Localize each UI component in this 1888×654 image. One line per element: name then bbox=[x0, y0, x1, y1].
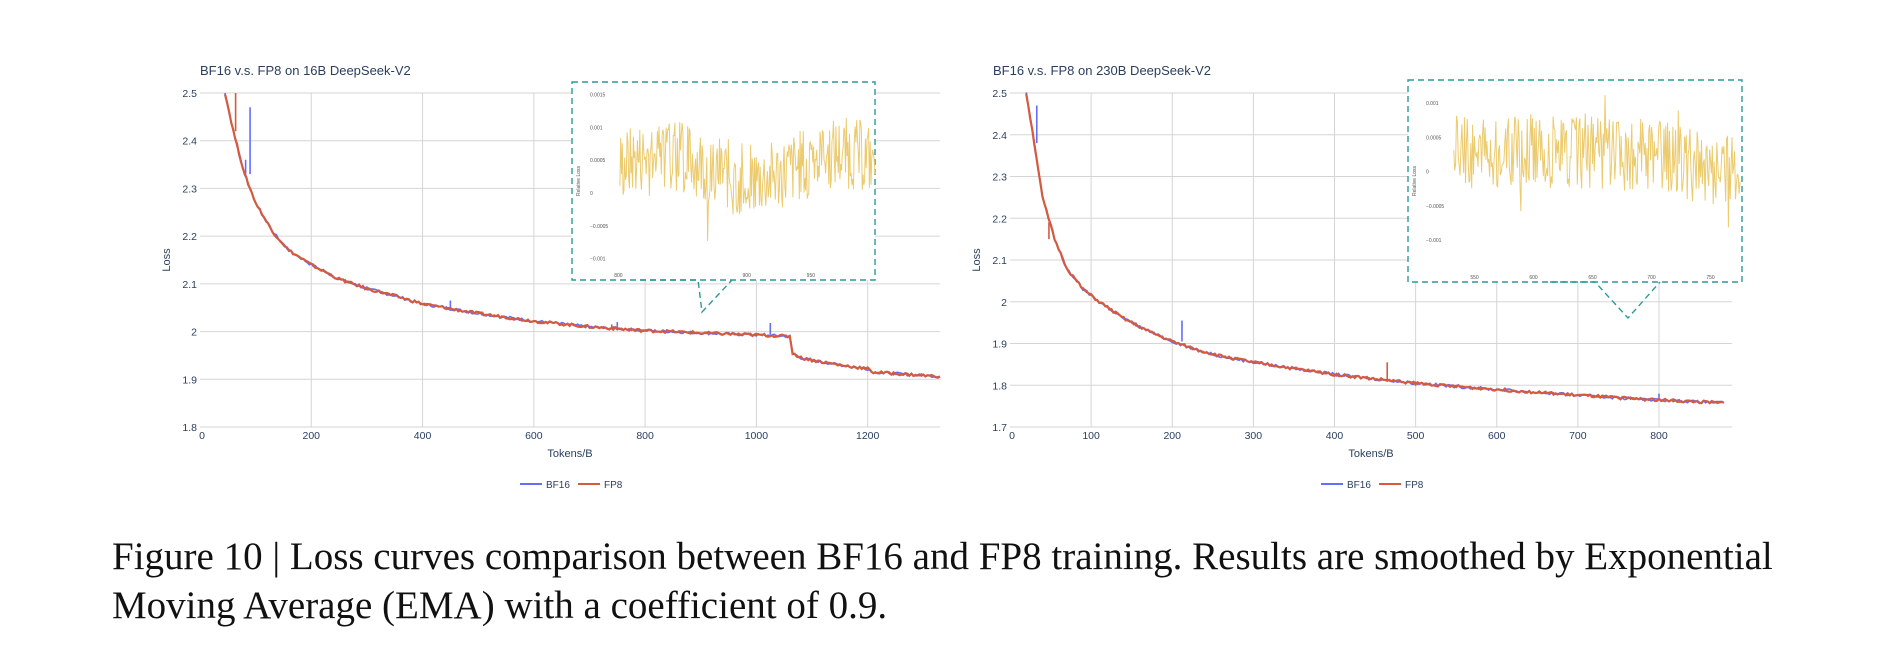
y-tick-label: 2.5 bbox=[182, 88, 197, 100]
figure-canvas: BF16 v.s. FP8 on 16B DeepSeek-V2 1.8 1.9 2 2… bbox=[161, 63, 1743, 491]
y-tick-label: 2.2 bbox=[992, 213, 1007, 225]
y-tick-label: 2.4 bbox=[992, 130, 1007, 142]
legend-label-bf16: BF16 bbox=[1347, 480, 1371, 491]
y-axis-label: Loss bbox=[161, 248, 173, 272]
legend-label-fp8: FP8 bbox=[604, 480, 623, 491]
inset-y-tick-label: 0.001 bbox=[1426, 101, 1439, 107]
inset-relative-loss-line bbox=[1453, 95, 1741, 228]
y-tick-label: 1.8 bbox=[992, 380, 1007, 392]
inset-x-tick-label: 550 bbox=[1470, 275, 1479, 281]
y-tick-label: 1.9 bbox=[992, 339, 1007, 351]
y-tick-label: 2 bbox=[1001, 297, 1007, 309]
y-tick-label: 2.3 bbox=[992, 172, 1007, 184]
y-tick-label: 1.7 bbox=[992, 422, 1007, 434]
series-line-fp8 bbox=[1025, 93, 1725, 405]
x-tick-label: 800 bbox=[1650, 430, 1668, 442]
legend-label-fp8: FP8 bbox=[1405, 480, 1424, 491]
y-tick-label: 1.8 bbox=[182, 422, 197, 434]
y-tick-label: 2.2 bbox=[182, 231, 197, 243]
x-tick-label: 1200 bbox=[856, 430, 880, 442]
figure-caption: Figure 10 | Loss curves comparison betwe… bbox=[112, 535, 1773, 627]
inset-y-tick-label: 0.001 bbox=[590, 125, 603, 131]
x-tick-label: 1000 bbox=[745, 430, 769, 442]
y-tick-label: 2.1 bbox=[182, 279, 197, 291]
inset-x-tick-label: 900 bbox=[743, 273, 752, 279]
inset-plot: 0.001 0.0005 0 −0.0005 −0.001 550 600 650 700 750… bbox=[1407, 79, 1743, 283]
inset-x-tick-label: 600 bbox=[1529, 275, 1538, 281]
inset-y-tick-label: 0 bbox=[1426, 170, 1429, 176]
inset-relative-loss-line bbox=[619, 117, 876, 242]
chart-1: BF16 v.s. FP8 on 16B DeepSeek-V2 1.8 1.9 2 2… bbox=[161, 63, 941, 491]
y-tick-label: 2 bbox=[191, 327, 197, 339]
chart-2: BF16 v.s. FP8 on 230B DeepSeek-V2 1.7 1.8 1… bbox=[971, 63, 1743, 491]
x-tick-label: 600 bbox=[525, 430, 543, 442]
inset-y-tick-label: 0.0015 bbox=[590, 93, 606, 99]
inset-y-tick-label: 0.0005 bbox=[590, 158, 606, 164]
x-axis-label: Tokens/B bbox=[1348, 448, 1393, 460]
inset-y-tick-label: −0.0005 bbox=[1426, 204, 1444, 210]
inset-y-tick-label: 0.0005 bbox=[1426, 135, 1442, 141]
chart-title: BF16 v.s. FP8 on 16B DeepSeek-V2 bbox=[200, 63, 411, 78]
inset-y-tick-label: −0.001 bbox=[590, 257, 606, 263]
y-tick-label: 2.1 bbox=[992, 255, 1007, 267]
inset-x-tick-label: 800 bbox=[614, 273, 623, 279]
y-tick-label: 2.4 bbox=[182, 136, 197, 148]
x-tick-label: 400 bbox=[1326, 430, 1344, 442]
x-tick-label: 200 bbox=[303, 430, 321, 442]
chart-title: BF16 v.s. FP8 on 230B DeepSeek-V2 bbox=[993, 63, 1211, 78]
y-axis-label: Loss bbox=[971, 248, 983, 272]
x-tick-label: 100 bbox=[1082, 430, 1100, 442]
x-tick-label: 300 bbox=[1245, 430, 1263, 442]
inset-plot: 0.0015 0.001 0.0005 0 −0.0005 −0.001 800 900 950… bbox=[571, 81, 876, 281]
zoom-connector bbox=[1550, 281, 1661, 320]
y-tick-label: 2.3 bbox=[182, 183, 197, 195]
inset-y-tick-label: 0 bbox=[590, 191, 593, 197]
y-tick-label: 2.5 bbox=[992, 88, 1007, 100]
inset-border bbox=[1407, 79, 1743, 283]
x-tick-label: 500 bbox=[1407, 430, 1425, 442]
inset-border bbox=[571, 81, 876, 281]
x-tick-label: 0 bbox=[199, 430, 205, 442]
inset-y-axis-label: Relative Loss bbox=[1412, 165, 1418, 196]
legend-label-bf16: BF16 bbox=[546, 480, 570, 491]
x-tick-label: 700 bbox=[1569, 430, 1587, 442]
inset-x-tick-label: 750 bbox=[1706, 275, 1715, 281]
zoom-connector bbox=[640, 279, 733, 314]
inset-x-tick-label: 650 bbox=[1588, 275, 1597, 281]
x-tick-label: 600 bbox=[1488, 430, 1506, 442]
inset-x-tick-label: 700 bbox=[1647, 275, 1656, 281]
inset-y-tick-label: −0.0005 bbox=[590, 224, 608, 230]
x-axis-label: Tokens/B bbox=[547, 448, 592, 460]
inset-y-tick-label: −0.001 bbox=[1426, 238, 1442, 244]
x-tick-label: 400 bbox=[414, 430, 432, 442]
series-line-fp8 bbox=[223, 94, 941, 379]
x-tick-label: 200 bbox=[1163, 430, 1181, 442]
y-tick-label: 1.9 bbox=[182, 374, 197, 386]
inset-x-tick-label: 950 bbox=[807, 273, 816, 279]
x-tick-label: 0 bbox=[1009, 430, 1015, 442]
inset-y-axis-label: Relative Loss bbox=[576, 165, 582, 196]
x-tick-label: 800 bbox=[636, 430, 654, 442]
